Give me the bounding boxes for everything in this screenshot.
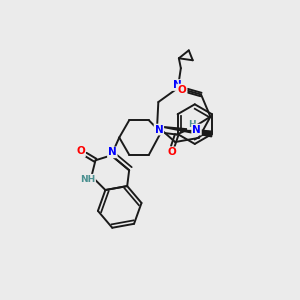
Text: N: N <box>172 80 181 90</box>
Text: N: N <box>108 147 117 158</box>
Text: N: N <box>192 124 201 135</box>
Text: N: N <box>154 124 163 135</box>
Text: H: H <box>188 120 195 129</box>
Text: NH: NH <box>80 175 95 184</box>
Polygon shape <box>157 126 212 137</box>
Text: O: O <box>167 147 176 158</box>
Text: O: O <box>178 85 187 94</box>
Text: O: O <box>76 146 85 156</box>
